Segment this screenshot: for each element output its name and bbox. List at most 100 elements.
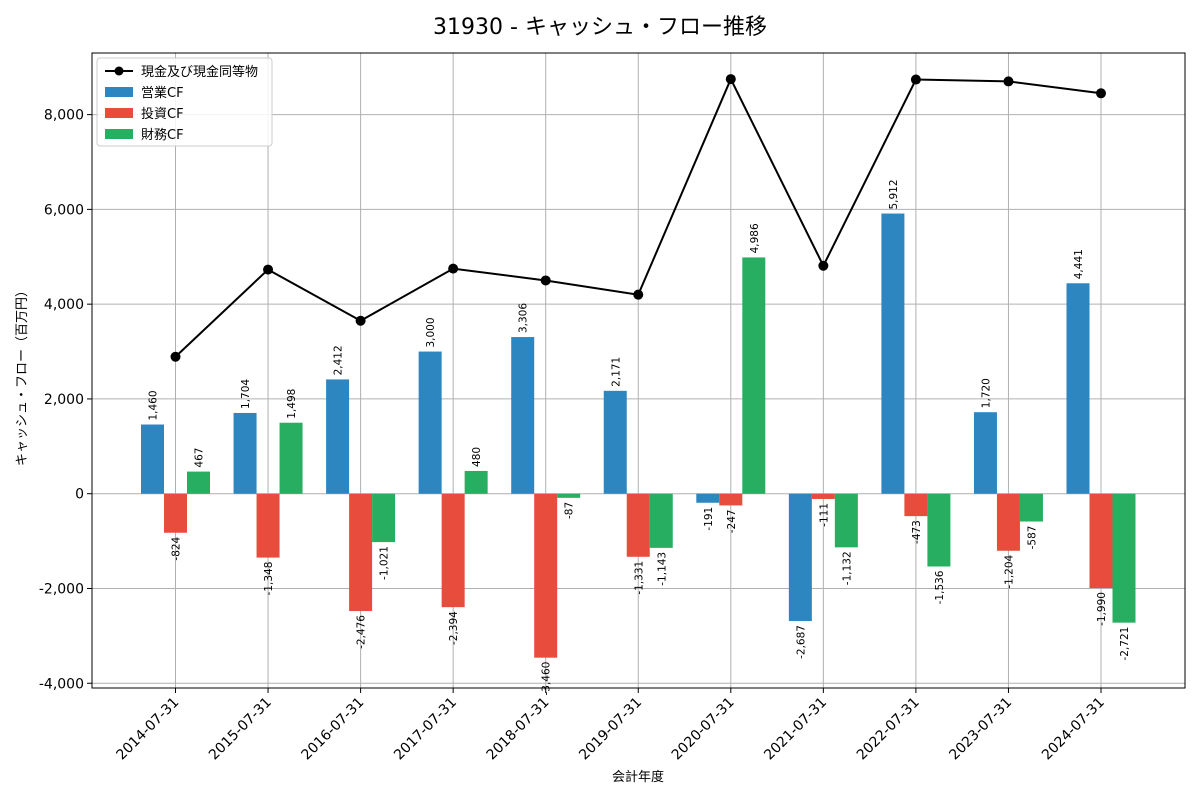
x-tick-label: 2018-07-31 bbox=[484, 695, 553, 764]
bar-投資CF-2017-07-31 bbox=[441, 493, 465, 608]
bar-value-label: -3,460 bbox=[541, 662, 553, 696]
bar-value-label: 5,912 bbox=[888, 179, 900, 209]
legend-box bbox=[96, 57, 273, 147]
bar-財務CF-2017-07-31 bbox=[464, 470, 488, 494]
x-tick-label: 2020-07-31 bbox=[669, 695, 738, 764]
bar-営業CF-2016-07-31 bbox=[326, 379, 350, 494]
cash-point-2014-07-31 bbox=[170, 351, 181, 362]
bar-value-label: -2,721 bbox=[1119, 627, 1131, 661]
bar-財務CF-2020-07-31 bbox=[742, 257, 766, 494]
bar-投資CF-2014-07-31 bbox=[164, 493, 187, 533]
bar-value-label: -87 bbox=[564, 502, 576, 519]
legend-label: 投資CF bbox=[141, 106, 184, 122]
bar-財務CF-2016-07-31 bbox=[372, 493, 396, 543]
legend-swatch-財務CF bbox=[105, 129, 133, 139]
bar-value-label: 1,460 bbox=[148, 390, 160, 420]
bar-value-label: -1,143 bbox=[656, 552, 668, 586]
bar-value-label: -1,204 bbox=[1003, 554, 1015, 588]
bar-投資CF-2024-07-31 bbox=[1089, 493, 1113, 589]
y-tick-label: -2,000 bbox=[39, 581, 84, 597]
y-tick-label: -4,000 bbox=[39, 676, 84, 692]
bar-value-label: -1,331 bbox=[633, 561, 645, 595]
x-tick-label: 2022-07-31 bbox=[854, 695, 923, 764]
cash-point-2022-07-31 bbox=[910, 74, 921, 85]
bar-営業CF-2019-07-31 bbox=[603, 390, 627, 494]
bar-value-label: 467 bbox=[194, 448, 206, 468]
cash-point-2016-07-31 bbox=[355, 315, 366, 326]
cash-point-2023-07-31 bbox=[1003, 76, 1014, 87]
bar-投資CF-2020-07-31 bbox=[719, 493, 743, 506]
x-tick-label: 2021-07-31 bbox=[761, 695, 830, 764]
cash-point-2019-07-31 bbox=[633, 289, 644, 300]
bar-value-label: -111 bbox=[818, 503, 830, 527]
chart-title: 31930 - キャッシュ・フロー推移 bbox=[433, 15, 767, 40]
bar-投資CF-2016-07-31 bbox=[349, 493, 373, 612]
bar-営業CF-2017-07-31 bbox=[418, 351, 442, 494]
bar-営業CF-2014-07-31 bbox=[141, 424, 164, 494]
bar-営業CF-2021-07-31 bbox=[788, 493, 812, 622]
x-axis-label: 会計年度 bbox=[612, 769, 664, 785]
bar-value-label: -1,990 bbox=[1096, 592, 1108, 626]
y-tick-label: 6,000 bbox=[44, 202, 84, 218]
legend-swatch-営業CF bbox=[105, 87, 133, 97]
bar-営業CF-2024-07-31 bbox=[1066, 283, 1090, 494]
bar-value-label: -824 bbox=[171, 536, 183, 560]
x-tick-label: 2024-07-31 bbox=[1039, 695, 1108, 764]
cash-point-2020-07-31 bbox=[725, 74, 736, 85]
y-tick-label: 0 bbox=[75, 487, 84, 503]
bar-value-label: -473 bbox=[911, 520, 923, 544]
bar-value-label: -1,132 bbox=[841, 551, 853, 585]
bar-財務CF-2014-07-31 bbox=[187, 471, 210, 494]
bar-営業CF-2023-07-31 bbox=[973, 412, 997, 494]
bar-value-label: 2,171 bbox=[610, 357, 622, 387]
bar-value-label: -247 bbox=[726, 509, 738, 533]
legend-label: 財務CF bbox=[141, 128, 184, 143]
bar-投資CF-2022-07-31 bbox=[904, 493, 928, 517]
bar-value-label: -2,394 bbox=[448, 611, 460, 645]
bar-投資CF-2021-07-31 bbox=[811, 493, 835, 499]
legend-label: 営業CF bbox=[141, 85, 184, 101]
y-tick-label: 2,000 bbox=[44, 392, 84, 408]
bar-value-label: -191 bbox=[703, 507, 715, 531]
bar-営業CF-2018-07-31 bbox=[511, 337, 535, 494]
x-tick-label: 2015-07-31 bbox=[206, 695, 275, 764]
bar-投資CF-2018-07-31 bbox=[534, 493, 558, 658]
bar-value-label: 1,498 bbox=[286, 389, 298, 419]
y-tick-label: 8,000 bbox=[44, 108, 84, 124]
bar-value-label: 3,306 bbox=[518, 303, 530, 333]
bar-投資CF-2019-07-31 bbox=[626, 493, 650, 557]
bar-value-label: -2,687 bbox=[795, 625, 807, 659]
legend-swatch-投資CF bbox=[105, 108, 133, 118]
cash-point-2021-07-31 bbox=[818, 260, 829, 271]
bar-財務CF-2021-07-31 bbox=[834, 493, 858, 548]
bar-value-label: -1,021 bbox=[379, 546, 391, 580]
x-tick-label: 2019-07-31 bbox=[576, 695, 645, 764]
y-axis-label: キャッシュ・フロー（百万円） bbox=[15, 284, 30, 466]
bar-value-label: -1,536 bbox=[934, 570, 946, 604]
bar-営業CF-2022-07-31 bbox=[881, 213, 905, 494]
bar-value-label: -2,476 bbox=[356, 615, 368, 649]
legend-label: 現金及び現金同等物 bbox=[141, 64, 258, 80]
cash-line bbox=[170, 74, 1106, 362]
x-tick-label: 2017-07-31 bbox=[391, 695, 460, 764]
bar-value-label: 4,986 bbox=[749, 223, 761, 253]
bar-投資CF-2015-07-31 bbox=[256, 493, 280, 558]
x-tick-label: 2023-07-31 bbox=[946, 695, 1015, 764]
bar-value-label: -587 bbox=[1026, 526, 1038, 550]
bar-財務CF-2018-07-31 bbox=[557, 493, 581, 498]
bar-value-label: 4,441 bbox=[1073, 249, 1085, 279]
cash-point-2018-07-31 bbox=[540, 275, 551, 286]
data-labels: 1,460 1,704 2,412 3,000 3,306 2,171 -191 -2,687… bbox=[148, 179, 1132, 695]
bar-value-label: 3,000 bbox=[425, 317, 437, 347]
bars bbox=[141, 213, 1136, 658]
bar-財務CF-2015-07-31 bbox=[279, 422, 303, 494]
bar-財務CF-2023-07-31 bbox=[1019, 493, 1043, 522]
x-tick-label: 2014-07-31 bbox=[113, 695, 182, 764]
bar-value-label: 1,720 bbox=[980, 378, 992, 408]
x-tick-label: 2016-07-31 bbox=[299, 695, 368, 764]
bar-value-label: 480 bbox=[471, 447, 483, 467]
cash-point-2015-07-31 bbox=[263, 264, 274, 275]
